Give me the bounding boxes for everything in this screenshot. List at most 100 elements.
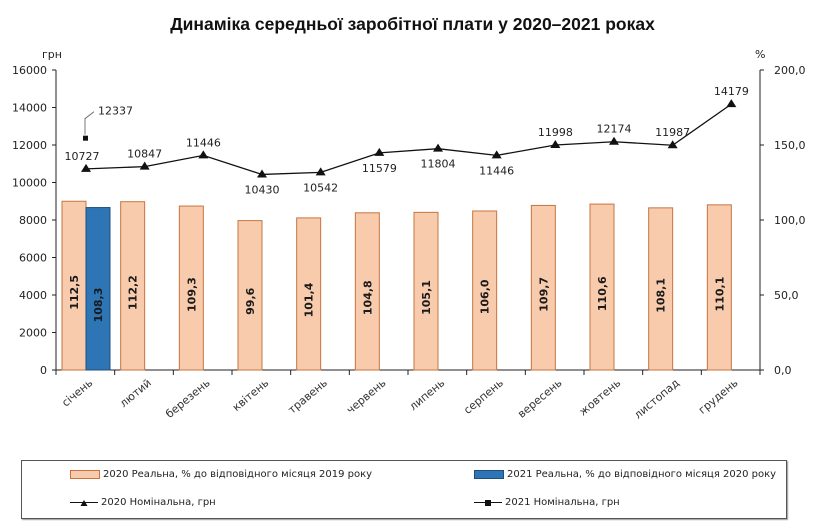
legend-item-2020-real: 2020 Реальна, % до відповідного місяця 2…: [70, 469, 372, 480]
x-axis-category-label: січень: [59, 376, 95, 409]
bar-2021-real: [85, 207, 111, 371]
legend-label-2020-real: 2020 Реальна, % до відповідного місяця 2…: [103, 469, 373, 480]
left-axis-tick-label: 0: [40, 364, 47, 377]
data-label-2020-nominal: 11804: [421, 158, 456, 171]
bars: [61, 200, 732, 371]
leader-line-2021-nominal: [84, 111, 95, 135]
bar-2020-real: [413, 211, 439, 371]
legend-label-2021-real: 2021 Реальна, % до відповідного місяця 2…: [507, 469, 777, 480]
bar-label-2020-real: 101,4: [303, 282, 316, 317]
point-marker-2021-nominal: [83, 135, 88, 141]
chart-title: Динаміка середньої заробітної плати у 20…: [170, 14, 655, 34]
bar-2020-real: [61, 200, 87, 371]
bar-label-2021-real: 108,3: [92, 288, 105, 323]
legend: 2020 Реальна, % до відповідного місяця 2…: [21, 460, 787, 519]
bar-label-2020-real: 108,1: [655, 278, 668, 313]
data-label-2020-nominal: 10847: [127, 148, 162, 161]
bar-2020-real: [472, 210, 498, 371]
right-axis-tick-label: 50,0: [774, 289, 799, 302]
bar-label-2020-real: 105,1: [420, 280, 433, 315]
triangle-marker-icon: [80, 499, 88, 506]
x-axis-category-label: листопад: [632, 376, 683, 422]
bar-2020-real: [530, 204, 556, 371]
point-marker-2020-nominal: [139, 161, 150, 170]
point-marker-2020-nominal: [257, 169, 267, 178]
left-axis-tick-label: 2000: [19, 327, 47, 340]
left-axis-tick-label: 12000: [12, 139, 47, 152]
bar-label-2020-real: 99,6: [244, 287, 257, 314]
bar-2020-real: [354, 212, 380, 371]
left-axis-unit-label: грн: [42, 48, 62, 61]
x-axis-category-label: вересень: [515, 376, 564, 420]
bar-label-2020-real: 112,2: [127, 275, 140, 310]
left-axis-tick-label: 8000: [19, 214, 47, 227]
point-marker-2020-nominal: [433, 143, 443, 152]
legend-item-2021-real: 2021 Реальна, % до відповідного місяця 2…: [474, 469, 776, 480]
point-marker-2020-nominal: [667, 140, 678, 149]
data-label-2020-nominal: 11998: [538, 126, 573, 139]
bar-label-2020-real: 109,7: [537, 277, 550, 312]
point-marker-2020-nominal: [550, 140, 561, 149]
legend-swatch-2021-real: [474, 470, 504, 479]
data-label-2020-nominal: 11446: [186, 136, 221, 149]
bar-2020-real: [120, 201, 146, 371]
data-label-2020-nominal: 14179: [714, 85, 749, 98]
right-axis-tick-label: 0,0: [774, 364, 792, 377]
legend-label-2020-nominal: 2020 Номінальна, грн: [101, 497, 216, 508]
legend-item-2020-nominal: 2020 Номінальна, грн: [70, 497, 216, 508]
left-axis-tick-label: 6000: [19, 252, 47, 265]
x-axis-category-label: лютий: [117, 376, 154, 410]
x-axis-category-label: травень: [286, 376, 330, 416]
point-marker-2020-nominal: [726, 99, 737, 108]
data-label-2020-nominal: 10727: [65, 150, 100, 163]
bar-2020-real: [237, 220, 263, 371]
bar-label-2020-real: 104,8: [361, 280, 374, 315]
right-axis-tick-label: 150,0: [774, 139, 806, 152]
bar-label-2020-real: 109,3: [185, 277, 198, 312]
square-marker-icon: [485, 499, 491, 506]
x-axis-category-label: жовтень: [577, 376, 624, 418]
bar-2020-real: [589, 203, 615, 371]
legend-swatch-2020-real: [70, 470, 100, 479]
right-axis-tick-label: 200,0: [774, 64, 806, 77]
point-marker-2020-nominal: [609, 136, 619, 145]
legend-label-2021-nominal: 2021 Номінальна, грн: [505, 497, 620, 508]
bar-label-2020-real: 110,6: [596, 276, 609, 311]
x-axis-category-label: березень: [163, 376, 212, 420]
point-marker-2020-nominal: [81, 163, 91, 172]
legend-swatch-2021-nominal: [474, 499, 502, 507]
bar-2020-real: [296, 217, 322, 371]
left-axis-tick-label: 10000: [12, 177, 47, 190]
point-marker-2020-nominal: [198, 150, 209, 159]
chart-canvas: 0 2000 4000 6000 8000 10000 12000 14000 16000 грн…: [12, 48, 806, 422]
data-label-2020-nominal: 11446: [479, 164, 514, 177]
data-label-2021-nominal: 12337: [98, 105, 133, 118]
data-label-2020-nominal: 11987: [655, 126, 690, 139]
bar-label-2020-real: 106,0: [479, 279, 492, 314]
x-axis-category-label: липень: [407, 376, 447, 413]
right-axis-unit-label: %: [755, 48, 765, 61]
x-axis-category-label: серпень: [461, 376, 506, 416]
point-marker-2020-nominal: [315, 167, 326, 176]
x-axis-category-label: грудень: [696, 376, 741, 416]
right-axis-tick-label: 100,0: [774, 214, 806, 227]
data-label-2020-nominal: 10430: [245, 183, 280, 196]
lines: [81, 99, 737, 178]
point-marker-2020-nominal: [374, 147, 385, 156]
bar-2020-real: [178, 205, 204, 371]
line-2020-nominal: [85, 103, 732, 176]
bar-label-2020-real: 110,1: [713, 277, 726, 312]
x-axis-category-label: червень: [344, 376, 389, 416]
data-label-2020-nominal: 11579: [362, 162, 397, 175]
left-axis-tick-label: 16000: [12, 64, 47, 77]
data-label-2020-nominal: 10542: [303, 181, 338, 194]
labels: 112,5 112,2 109,3 99,6 101,4 104,8 105,1 106,0 1…: [65, 85, 749, 322]
bar-2020-real: [706, 204, 732, 371]
legend-item-2021-nominal: 2021 Номінальна, грн: [474, 497, 620, 508]
bar-2020-real: [648, 207, 674, 371]
x-axis-category-label: квітень: [230, 376, 271, 414]
point-marker-2020-nominal: [491, 150, 502, 159]
left-axis-tick-label: 4000: [19, 289, 47, 302]
legend-swatch-2020-nominal: [70, 499, 98, 507]
data-label-2020-nominal: 12174: [597, 123, 632, 136]
